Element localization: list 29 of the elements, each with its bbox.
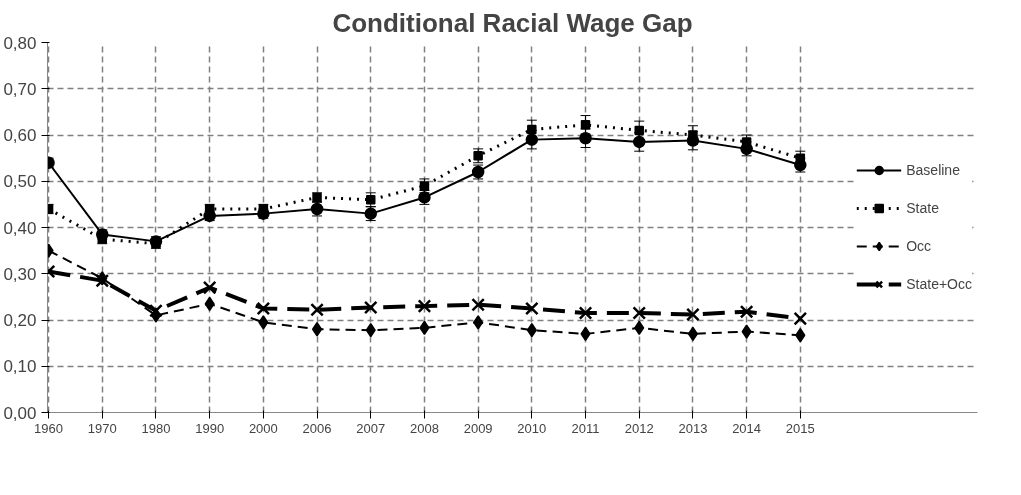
x-tick-label: 2012	[624, 420, 654, 436]
x-tick-label: 1990	[195, 420, 225, 436]
legend-label: Baseline	[906, 162, 961, 178]
x-tick-label: 2014	[732, 420, 762, 436]
y-tick-label: 0,40	[3, 218, 37, 238]
x-tick-label: 1980	[141, 420, 171, 436]
x-tick-label: 2006	[302, 420, 332, 436]
x-tick-label: 2015	[785, 420, 815, 436]
y-tick-label: 0,50	[3, 172, 37, 192]
x-tick-label: 2010	[517, 420, 547, 436]
y-tick-label: 0,10	[3, 357, 37, 377]
y-tick-label: 0,30	[3, 264, 37, 284]
x-tick-label: 2011	[571, 420, 600, 436]
y-tick-label: 0,80	[3, 33, 37, 53]
y-tick-label: 0,00	[3, 403, 37, 423]
x-tick-label: 2007	[356, 420, 386, 436]
x-tick-label: 2000	[248, 420, 278, 436]
legend-label: Occ	[906, 238, 933, 254]
x-tick-label: 1970	[87, 420, 117, 436]
legend-label: State	[906, 200, 940, 216]
x-tick-label: 2009	[463, 420, 493, 436]
x-tick-label: 1960	[34, 420, 64, 436]
x-tick-label: 2008	[409, 420, 439, 436]
y-tick-label: 0,60	[3, 126, 37, 145]
chart-title: Conditional Racial Wage Gap	[332, 7, 693, 38]
y-tick-label: 0,20	[3, 311, 37, 330]
y-tick-label: 0,70	[3, 79, 37, 99]
legend-label: State+Occ	[906, 276, 972, 292]
x-tick-label: 2013	[678, 420, 708, 436]
